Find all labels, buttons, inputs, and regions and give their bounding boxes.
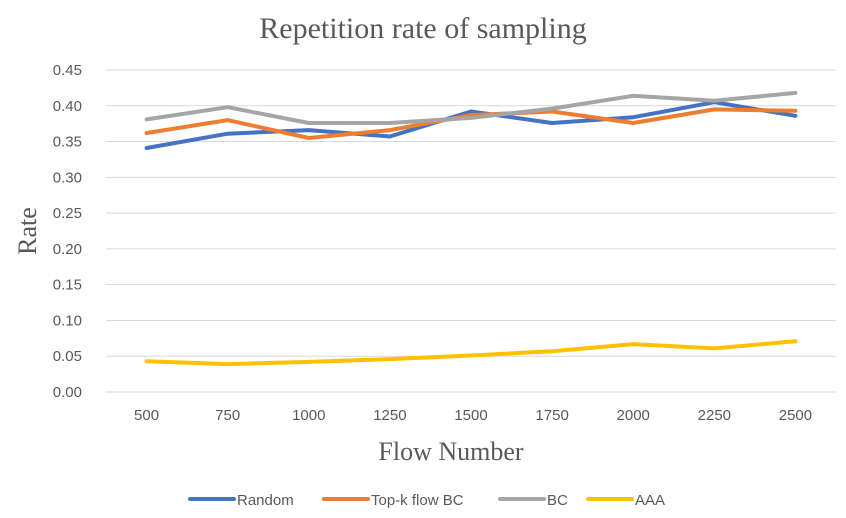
y-tick-label: 0.30 [53, 169, 82, 186]
y-tick-label: 0.20 [53, 241, 82, 258]
legend: Random Top-k flow BC BC AAA [188, 492, 665, 509]
y-tick-label: 0.40 [53, 98, 82, 115]
y-tick-label: 0.10 [53, 312, 82, 329]
y-axis-title: Rate [13, 207, 42, 255]
x-tick-label: 2000 [617, 407, 650, 424]
x-axis-title: Flow Number [378, 437, 524, 466]
x-tick-label: 1500 [454, 407, 487, 424]
series-line-bc [144, 90, 798, 125]
x-tick-label: 2500 [779, 407, 812, 424]
y-tick-label: 0.05 [53, 348, 82, 365]
x-tick-label: 1750 [535, 407, 568, 424]
series-line-aaa [144, 339, 798, 367]
x-tick-label: 750 [215, 407, 240, 424]
series-line-top-k-flow-bc [144, 107, 798, 140]
legend-label: AAA [635, 492, 665, 509]
y-tick-label: 0.15 [53, 277, 82, 294]
gridlines [106, 69, 836, 393]
legend-label: BC [547, 492, 568, 509]
y-tick-label: 0.00 [53, 384, 82, 401]
x-tick-label: 500 [134, 407, 159, 424]
y-tick-label: 0.45 [53, 62, 82, 79]
x-tick-label: 2250 [698, 407, 731, 424]
legend-label: Random [237, 492, 294, 509]
series-lines [144, 90, 798, 367]
y-tick-label: 0.25 [53, 205, 82, 222]
x-tick-label: 1000 [292, 407, 325, 424]
y-tick-labels: 0.00 0.05 0.10 0.15 0.20 0.25 0.30 0.35 0.40 0.45 [53, 62, 82, 401]
series-line-random [144, 100, 798, 150]
chart-title: Repetition rate of sampling [259, 12, 586, 45]
x-tick-labels: 500 750 1000 1250 1500 1750 2000 2250 2500 [134, 407, 812, 424]
x-tick-label: 1250 [373, 407, 406, 424]
y-tick-label: 0.35 [53, 134, 82, 151]
legend-label: Top-k flow BC [371, 492, 464, 509]
